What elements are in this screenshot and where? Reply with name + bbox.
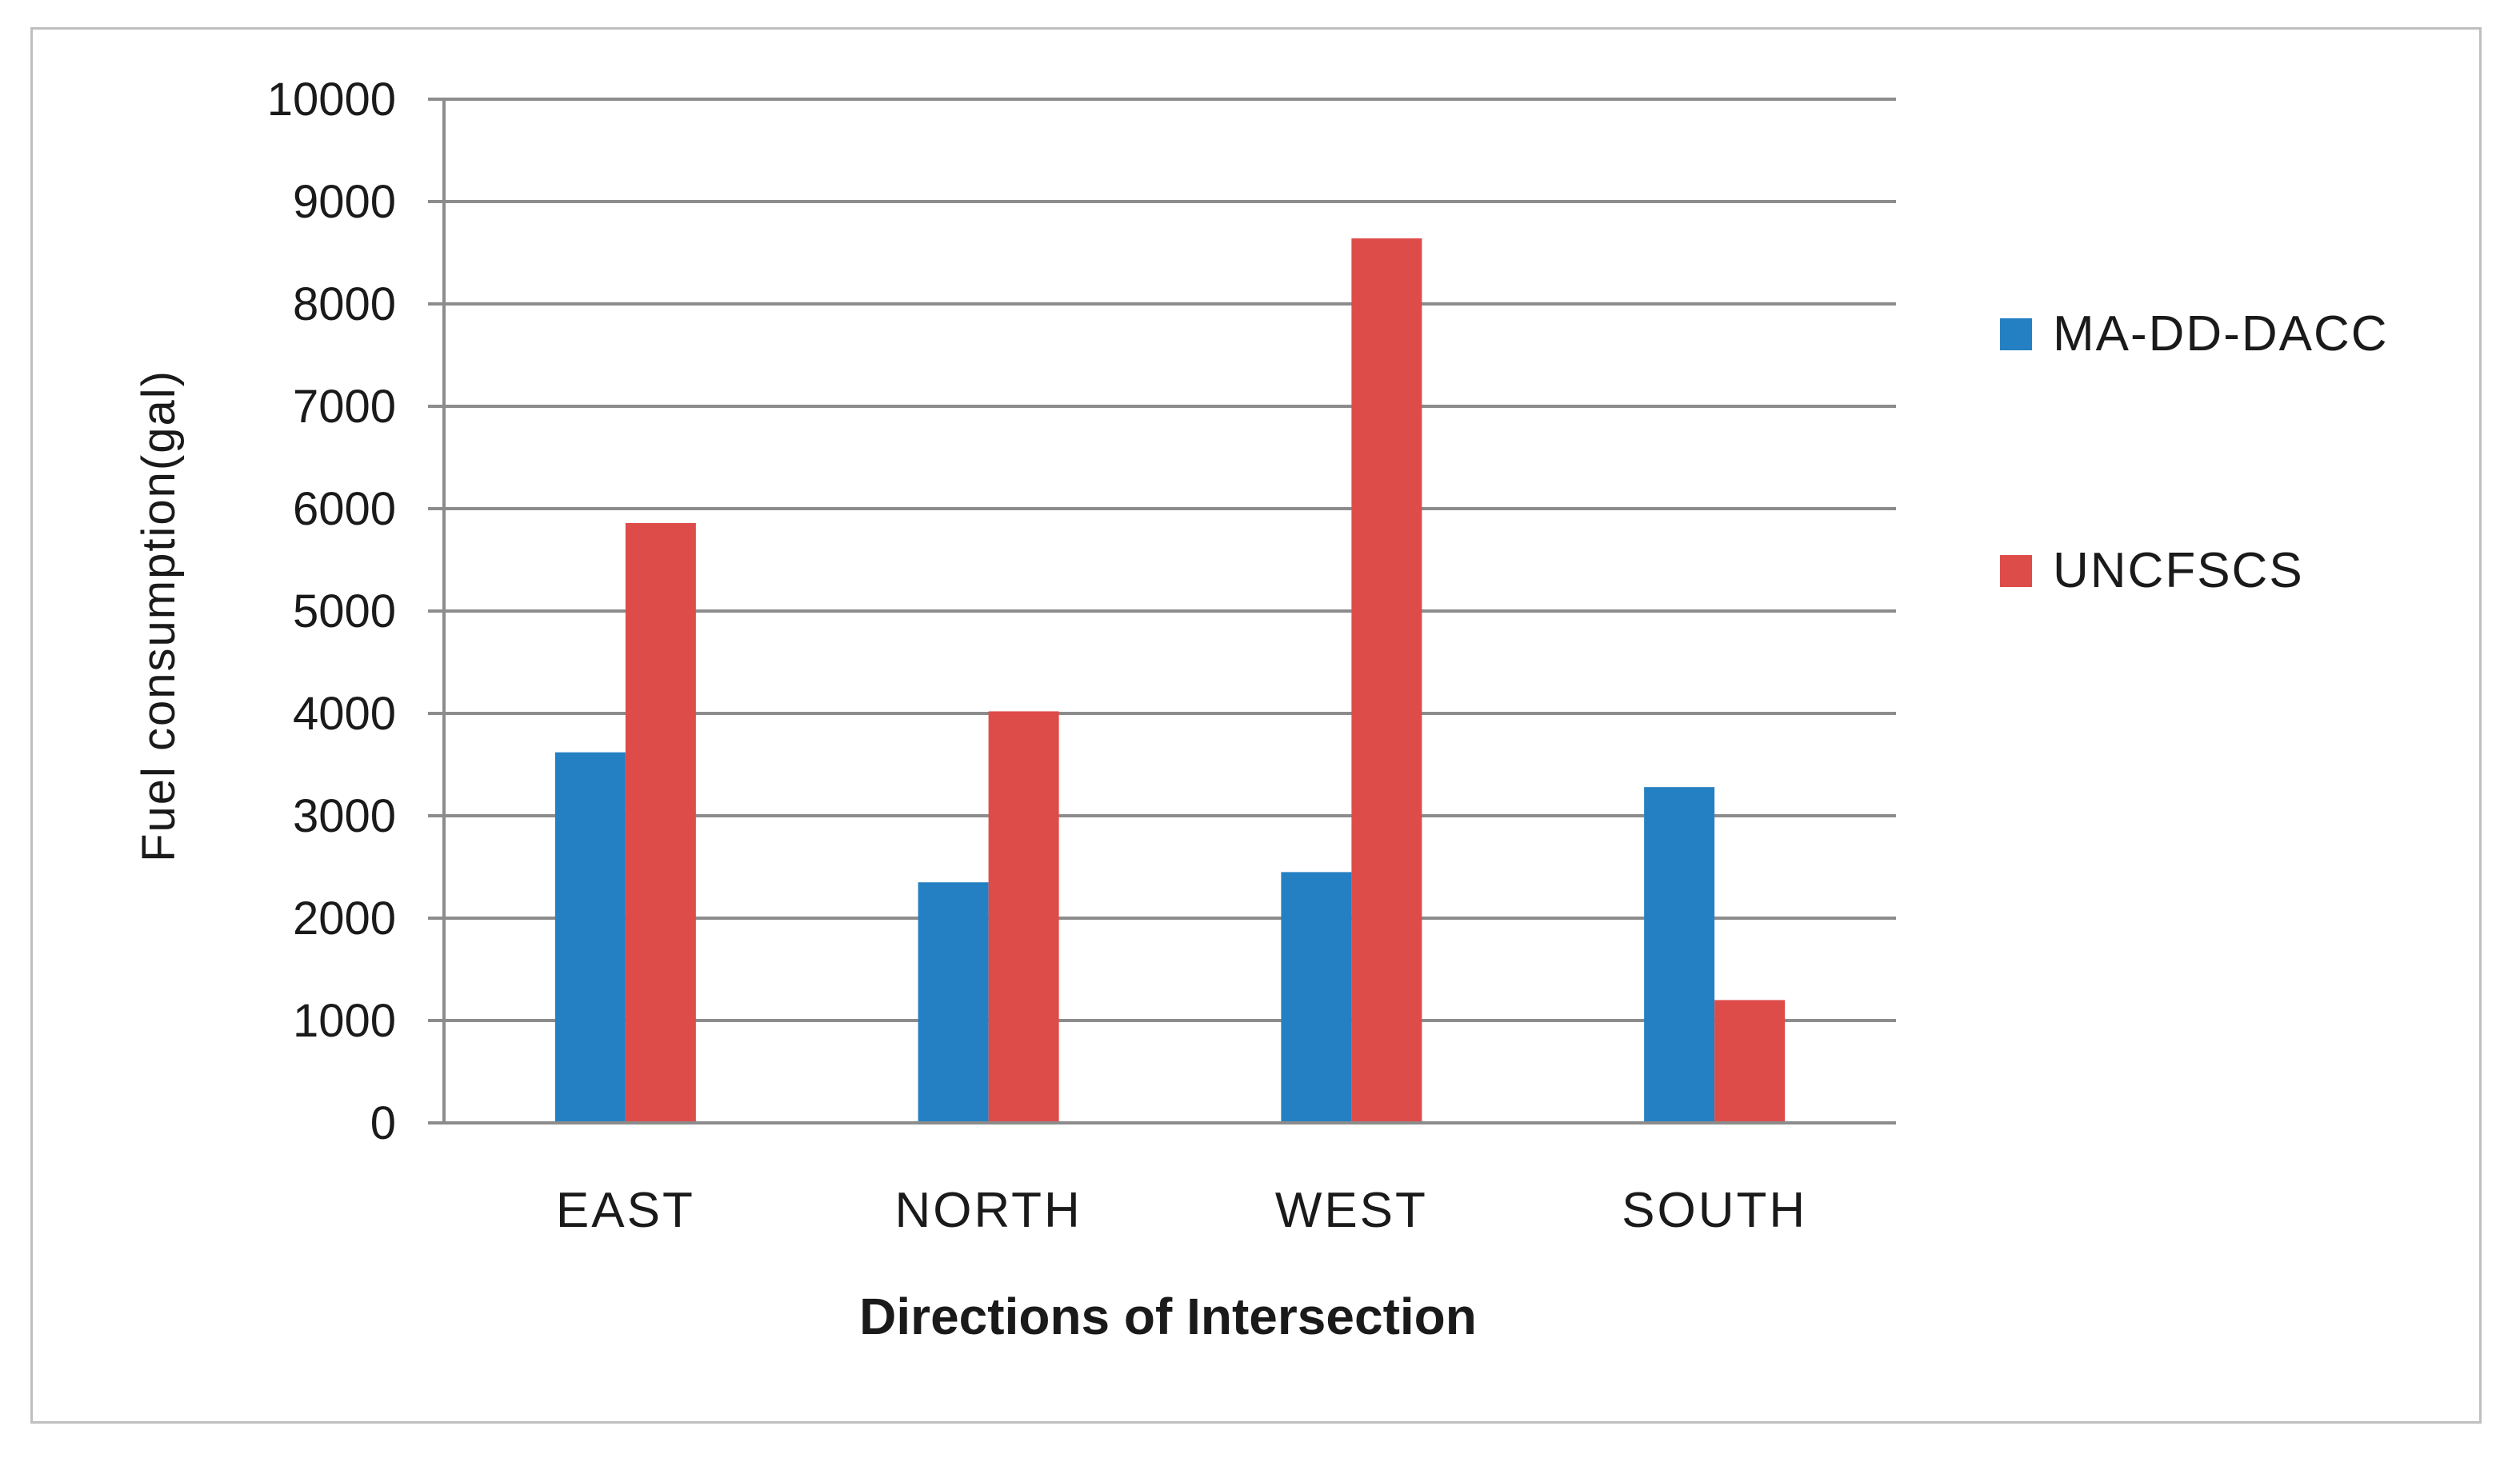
y-tick-label: 0	[370, 1097, 396, 1149]
y-tick-label: 9000	[293, 176, 396, 228]
x-category-label: EAST	[556, 1183, 695, 1238]
bar-uncfscs-east	[625, 522, 696, 1123]
bar-ma-dd-dacc-west	[1281, 872, 1352, 1123]
x-axis-title: Directions of Intersection	[859, 1288, 1477, 1345]
y-tick-label: 10000	[267, 74, 396, 126]
y-tick-label: 7000	[293, 381, 396, 433]
bars	[554, 238, 1786, 1124]
bar-uncfscs-west	[1351, 238, 1422, 1124]
x-category-label: WEST	[1275, 1183, 1428, 1238]
bar-ma-dd-dacc-north	[918, 882, 989, 1123]
x-category-label: SOUTH	[1622, 1183, 1807, 1238]
bar-ma-dd-dacc-south	[1644, 787, 1715, 1123]
legend-swatch	[2000, 555, 2032, 587]
y-axis-ticks: 0 1000 2000 3000 4000 5000 6000 7000 8000 9000 100…	[267, 74, 396, 1149]
x-category-label: NORTH	[894, 1183, 1082, 1238]
bar-uncfscs-south	[1714, 1000, 1786, 1123]
y-tick-label: 1000	[293, 995, 396, 1047]
y-tick-label: 8000	[293, 278, 396, 330]
x-axis-categories: EAST NORTH WEST SOUTH	[556, 1183, 1807, 1238]
y-axis-title: Fuel consumption(gal)	[133, 369, 185, 862]
bar-uncfscs-north	[988, 711, 1059, 1123]
y-tick-label: 3000	[293, 790, 396, 842]
legend-label: MA-DD-DACC	[2053, 306, 2389, 362]
bar-ma-dd-dacc-east	[554, 752, 626, 1123]
y-tick-label: 4000	[293, 688, 396, 740]
legend-label: UNCFSCS	[2053, 543, 2304, 598]
chart-frame	[30, 27, 2482, 1424]
legend: MA-DD-DACC UNCFSCS	[2000, 306, 2389, 598]
y-tick-label: 5000	[293, 585, 396, 637]
y-tick-label: 2000	[293, 893, 396, 945]
y-tick-label: 6000	[293, 483, 396, 535]
legend-swatch	[2000, 318, 2032, 350]
